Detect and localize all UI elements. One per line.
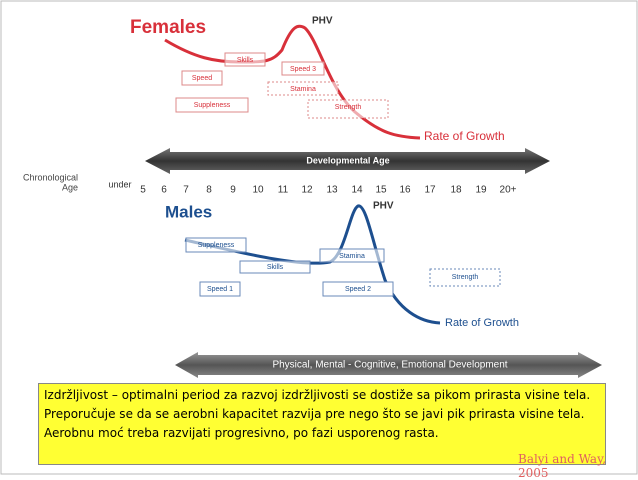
box bbox=[181, 70, 223, 86]
age-label: 8 bbox=[206, 185, 212, 196]
box-label: Stamina bbox=[290, 86, 316, 93]
box bbox=[239, 260, 311, 274]
box-label: Speed 2 bbox=[345, 286, 371, 293]
age-label: under bbox=[108, 179, 131, 189]
arrow bbox=[145, 148, 550, 174]
box bbox=[429, 268, 501, 287]
box-label: Skills bbox=[267, 264, 284, 271]
box-label: Suppleness bbox=[194, 102, 231, 109]
age-label: 9 bbox=[230, 185, 236, 196]
box-label: Speed 3 bbox=[290, 66, 316, 73]
arrow-label: Developmental Age bbox=[306, 155, 389, 165]
box bbox=[307, 99, 389, 119]
rate-label: Rate of Growth bbox=[445, 317, 519, 329]
box bbox=[319, 248, 385, 263]
box-label: Strength bbox=[335, 104, 362, 111]
box bbox=[267, 81, 339, 96]
credit: Balyi and Way, 2005 bbox=[518, 452, 607, 480]
age-label: 5 bbox=[140, 185, 146, 196]
box bbox=[185, 237, 247, 253]
axis-label: Chronological bbox=[23, 172, 78, 182]
box bbox=[175, 97, 249, 113]
box-label: Stamina bbox=[339, 253, 365, 260]
box-label: Skills bbox=[237, 57, 254, 64]
age-label: 6 bbox=[161, 185, 167, 196]
phv-label: PHV bbox=[373, 201, 394, 212]
males-title: Males bbox=[165, 202, 212, 221]
phv-label: PHV bbox=[312, 16, 333, 27]
box bbox=[224, 52, 266, 67]
age-label: 7 bbox=[183, 185, 189, 196]
rate-label: Rate of Growth bbox=[424, 129, 505, 143]
box bbox=[199, 281, 241, 297]
note-box: Izdržljivost – optimalni period za razvo… bbox=[38, 383, 606, 465]
age-label: 14 bbox=[351, 185, 363, 196]
age-label: 20+ bbox=[500, 185, 517, 196]
box-label: Speed 1 bbox=[207, 286, 233, 293]
axis-label: Age bbox=[62, 182, 78, 192]
box bbox=[322, 281, 394, 297]
age-label: 17 bbox=[424, 185, 436, 196]
male-curve bbox=[184, 204, 441, 325]
females-title: Females bbox=[130, 17, 206, 38]
age-label: 13 bbox=[326, 185, 338, 196]
age-label: 19 bbox=[475, 185, 487, 196]
box bbox=[281, 61, 325, 76]
age-label: 16 bbox=[399, 185, 411, 196]
age-label: 12 bbox=[301, 185, 313, 196]
box-label: Suppleness bbox=[198, 242, 235, 249]
age-label: 18 bbox=[450, 185, 462, 196]
age-label: 10 bbox=[252, 185, 264, 196]
age-label: 15 bbox=[375, 185, 387, 196]
age-label: 11 bbox=[278, 185, 289, 196]
arrow-label: Physical, Mental - Cognitive, Emotional … bbox=[272, 360, 507, 371]
box-label: Speed bbox=[192, 75, 212, 82]
box-label: Strength bbox=[452, 274, 479, 281]
arrow bbox=[175, 352, 602, 378]
